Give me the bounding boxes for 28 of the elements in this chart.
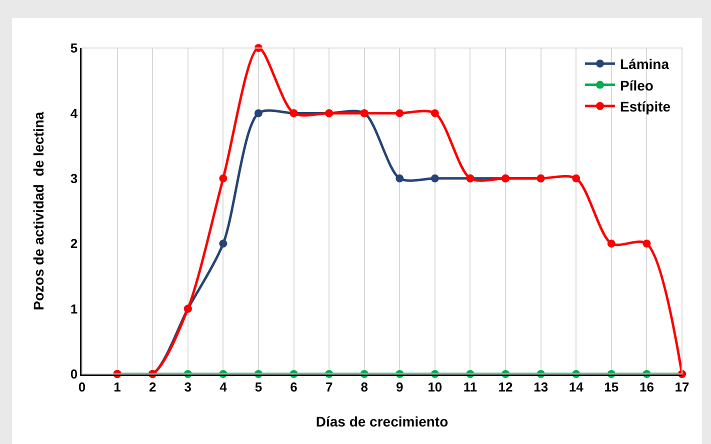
x-tick-label: 11 (463, 379, 478, 394)
x-tick-label: 13 (534, 379, 548, 394)
y-tick-label: 2 (70, 236, 78, 252)
x-tick-label: 4 (220, 379, 228, 394)
x-tick-label: 17 (674, 379, 690, 394)
legend-label: Estípite (620, 98, 671, 114)
x-tick-label: 16 (639, 379, 654, 394)
x-tick-label: 14 (568, 379, 584, 394)
x-tick-label: 2 (148, 379, 156, 394)
x-tick-label: 3 (184, 379, 192, 394)
legend-label: Lámina (620, 56, 670, 72)
x-tick-label: 8 (360, 379, 368, 394)
x-tick-label: 1 (114, 379, 121, 394)
x-axis-title: Días de crecimiento (316, 414, 448, 430)
y-tick-label: 1 (70, 301, 78, 316)
x-tick-label: 12 (498, 379, 513, 394)
y-tick-label: 0 (70, 366, 78, 382)
x-tick-label: 9 (396, 379, 404, 394)
y-axis-title: Pozos de actividad de lectina (30, 112, 46, 310)
y-tick-label: 5 (70, 40, 78, 56)
y-tick-label: 3 (70, 170, 78, 186)
x-tick-label: 6 (290, 379, 298, 394)
x-tick-label: 5 (254, 379, 262, 394)
y-tick-label: 4 (70, 106, 78, 121)
x-tick-label: 10 (428, 379, 442, 394)
x-tick-label: 15 (604, 379, 619, 394)
x-tick-label: 7 (325, 379, 333, 394)
legend-label: Píleo (620, 77, 654, 94)
